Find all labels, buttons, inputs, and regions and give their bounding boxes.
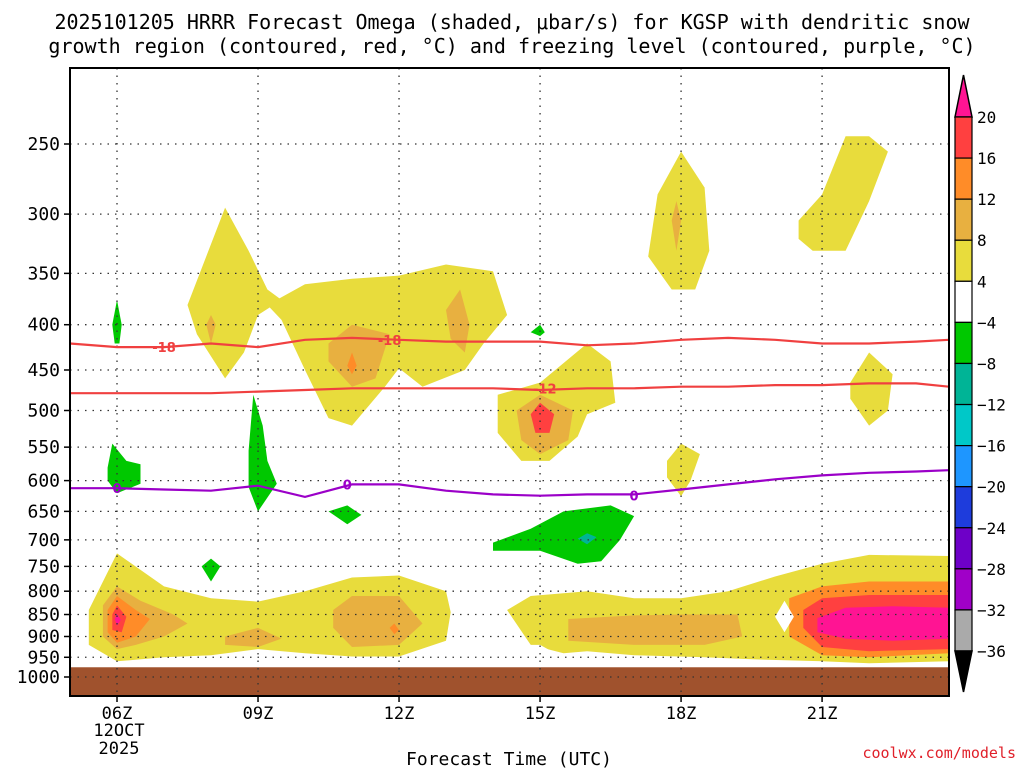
colorbar-swatch <box>954 650 973 693</box>
plot-frame <box>69 67 950 697</box>
omega-region <box>577 533 597 545</box>
x-tick-label: 21Z <box>807 704 838 724</box>
omega-region <box>248 394 277 512</box>
colorbar-label: −36 <box>977 642 1006 661</box>
y-tick-label: 750 <box>27 556 60 577</box>
colorbar-swatch <box>954 239 973 282</box>
y-tick-label: 650 <box>27 501 60 522</box>
temperature-contours: -18 -18 -12 0 0 0 <box>70 334 949 505</box>
y-tick-label: 300 <box>27 204 60 225</box>
x-tick-label: 09Z <box>243 704 274 724</box>
y-tick-label: 250 <box>27 134 60 155</box>
y-tick-label: 500 <box>27 401 60 422</box>
omega-region <box>347 352 357 375</box>
colorbar-swatch <box>954 403 973 447</box>
colorbar-label: 16 <box>977 149 996 168</box>
contour-line-dgz-minus18 <box>70 336 949 349</box>
colorbar-label: −28 <box>977 560 1006 579</box>
colorbar-swatch <box>954 321 973 365</box>
omega-shaded-regions <box>88 136 949 668</box>
colorbar-swatch <box>954 74 973 118</box>
colorbar-label: −24 <box>977 519 1006 538</box>
contour-line-dgz-minus12 <box>70 382 949 395</box>
colorbar-swatch <box>954 568 973 611</box>
omega-region <box>225 627 282 647</box>
y-tick-label: 600 <box>27 471 60 492</box>
contour-label: -18 <box>378 334 402 349</box>
y-tick-label: 800 <box>27 581 60 602</box>
omega-region <box>187 207 282 379</box>
omega-region <box>114 613 121 626</box>
omega-region <box>328 324 390 387</box>
omega-region <box>446 289 470 353</box>
colorbar-label: −20 <box>977 478 1006 497</box>
colorbar-label: −8 <box>977 354 996 373</box>
omega-region <box>775 600 794 633</box>
contour-label: -12 <box>533 382 557 397</box>
y-tick-label: 950 <box>27 647 60 668</box>
colorbar-swatch <box>954 486 973 529</box>
contour-label: 0 <box>630 490 639 505</box>
y-tick-label: 550 <box>27 437 60 458</box>
credit-link[interactable]: coolwx.com/models <box>862 744 1016 762</box>
colorbar-label: 20 <box>977 108 996 127</box>
y-tick-label: 450 <box>27 360 60 381</box>
omega-region <box>267 264 508 426</box>
date-label-line1: 12OCT <box>93 721 144 741</box>
x-axis-time: 06Z 09Z 12Z 15Z 18Z 21Z <box>102 696 838 724</box>
contour-label: -18 <box>152 341 176 356</box>
omega-region <box>667 443 700 497</box>
colorbar-label: 12 <box>977 190 996 209</box>
colorbar-swatch <box>954 157 973 200</box>
colorbar: 20 16 12 8 4 −4 −8 −12 −16 −20 −24 −28 −32 −36 <box>954 74 1006 693</box>
y-tick-label: 400 <box>27 315 60 336</box>
x-tick-label: 15Z <box>525 704 556 724</box>
y-tick-label: 850 <box>27 605 60 626</box>
x-axis-label: Forecast Time (UTC) <box>406 749 612 768</box>
omega-region <box>798 136 888 251</box>
omega-region <box>112 299 122 344</box>
x-tick-label: 12Z <box>384 704 415 724</box>
x-tick-label: 18Z <box>666 704 697 724</box>
colorbar-swatch <box>954 280 973 323</box>
omega-region <box>493 505 635 564</box>
omega-region <box>389 623 399 635</box>
colorbar-label: −12 <box>977 396 1006 415</box>
colorbar-label: −32 <box>977 601 1006 620</box>
colorbar-label: −16 <box>977 437 1006 456</box>
colorbar-label: 8 <box>977 231 987 250</box>
colorbar-swatch <box>954 198 973 241</box>
omega-region <box>568 614 743 645</box>
contour-label: 0 <box>343 478 352 493</box>
omega-region <box>201 558 221 582</box>
chart-title-line1: 2025101205 HRRR Forecast Omega (shaded, … <box>54 10 970 34</box>
omega-region <box>850 352 893 426</box>
colorbar-label: −4 <box>977 313 996 332</box>
y-axis-pressure: 2503003504004505005506006507007508008509… <box>17 134 70 688</box>
y-tick-label: 350 <box>27 263 60 284</box>
omega-region <box>817 606 949 641</box>
omega-region <box>328 505 362 525</box>
omega-region <box>333 596 423 647</box>
omega-region <box>530 324 545 337</box>
chart-title-line2: growth region (contoured, red, °C) and f… <box>48 34 975 58</box>
x-tick-label: 06Z <box>102 704 133 724</box>
colorbar-swatch <box>954 362 973 406</box>
ground-below-surface <box>70 667 949 696</box>
contour-line-freezing-level <box>70 469 949 499</box>
colorbar-swatch <box>954 445 973 488</box>
contour-label: 0 <box>112 482 121 497</box>
colorbar-swatch <box>954 609 973 652</box>
y-tick-label: 700 <box>27 530 60 551</box>
y-tick-label: 900 <box>27 626 60 647</box>
date-label-line2: 2025 <box>99 739 140 759</box>
omega-region <box>206 315 216 344</box>
colorbar-swatch <box>954 116 973 159</box>
omega-region <box>507 644 559 668</box>
colorbar-swatch <box>954 527 973 570</box>
y-tick-label: 1000 <box>17 667 60 688</box>
omega-region <box>530 402 555 433</box>
colorbar-label: 4 <box>977 272 987 291</box>
